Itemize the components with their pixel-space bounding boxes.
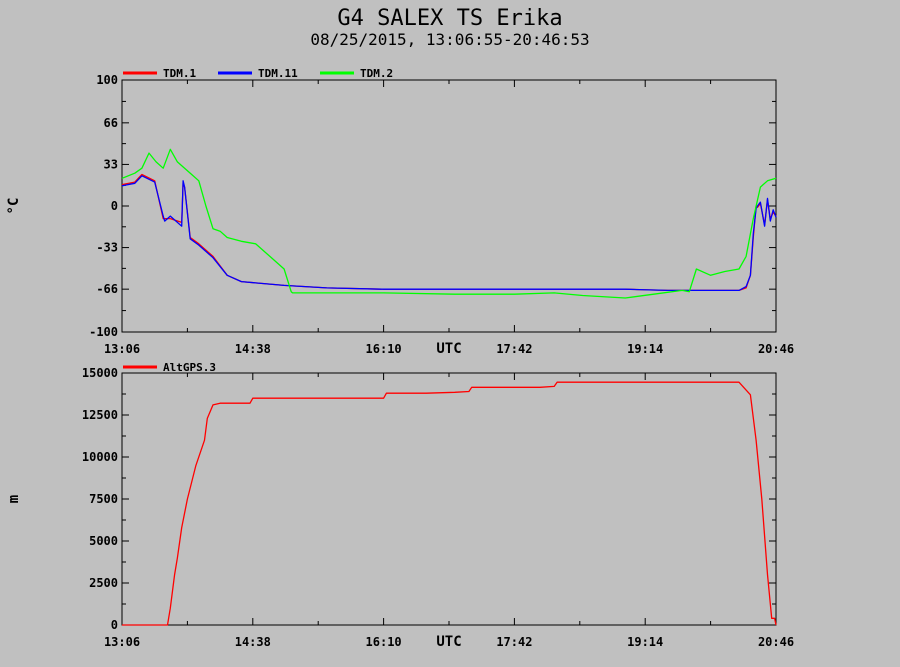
x-tick-label: 19:14 — [627, 635, 663, 649]
x-tick-label: 20:46 — [758, 342, 794, 356]
x-axis-label: UTC — [436, 634, 461, 650]
chart-subtitle: 08/25/2015, 13:06:55-20:46:53 — [310, 30, 589, 49]
y-axis-label: m — [6, 495, 22, 503]
series-line-tdm-11 — [121, 175, 777, 292]
y-tick-label: 15000 — [82, 366, 118, 380]
y-axis-label: °C — [6, 198, 22, 215]
plot-frame — [121, 372, 777, 626]
y-tick-label: -100 — [89, 325, 118, 339]
temperature-panel: 13:06 14:38 16:10 17:42 19:14 20:46 100 66 33 0 -3… — [6, 67, 794, 357]
x-tick-label: 14:38 — [235, 635, 271, 649]
y-tick-label: 5000 — [89, 534, 118, 548]
series-line-tdm-2 — [121, 148, 777, 299]
y-tick-label: 66 — [104, 116, 118, 130]
series-line-tdm-1 — [121, 173, 777, 292]
y-tick-label: -33 — [96, 241, 118, 255]
y-tick-label: 33 — [104, 157, 118, 171]
legend-label: TDM.2 — [360, 67, 393, 80]
x-axis-label: UTC — [436, 341, 461, 357]
x-tick-label: 20:46 — [758, 635, 794, 649]
y-tick-label: 0 — [111, 618, 118, 632]
altitude-panel: 13:06 14:38 16:10 17:42 19:14 20:46 15000 12500… — [6, 361, 794, 650]
legend-label: TDM.11 — [258, 67, 298, 80]
y-tick-label: 2500 — [89, 576, 118, 590]
x-tick-label: 13:06 — [104, 342, 140, 356]
x-tick-label: 13:06 — [104, 635, 140, 649]
legend-label: AltGPS.3 — [163, 361, 216, 374]
y-tick-label: 10000 — [82, 450, 118, 464]
x-tick-label: 17:42 — [496, 342, 532, 356]
y-tick-label: 7500 — [89, 492, 118, 506]
x-tick-label: 19:14 — [627, 342, 663, 356]
series-line-altgps-3 — [122, 381, 777, 626]
y-tick-label: 100 — [96, 73, 118, 87]
legend-label: TDM.1 — [163, 67, 196, 80]
y-tick-label: 0 — [111, 199, 118, 213]
y-tick-label: -66 — [96, 282, 118, 296]
chart-title: G4 SALEX TS Erika — [337, 6, 562, 31]
y-tick-label: 12500 — [82, 408, 118, 422]
x-tick-label: 17:42 — [496, 635, 532, 649]
x-tick-label: 14:38 — [235, 342, 271, 356]
x-tick-label: 16:10 — [366, 342, 402, 356]
x-tick-label: 16:10 — [366, 635, 402, 649]
